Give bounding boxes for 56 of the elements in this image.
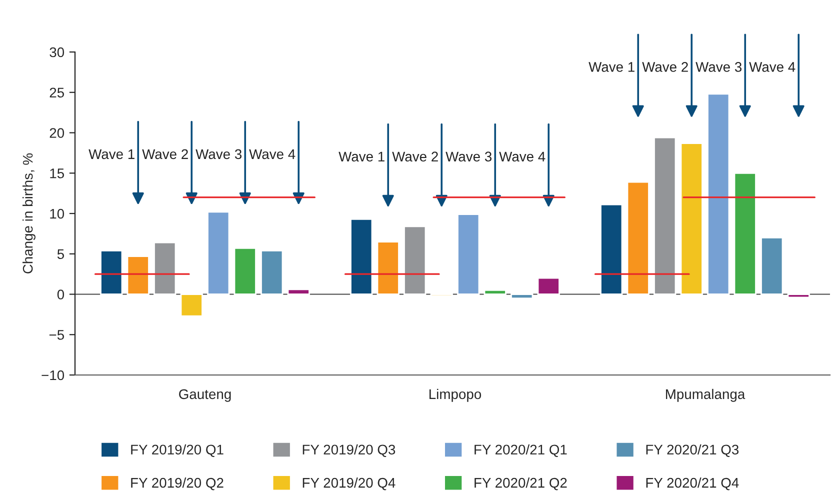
bar bbox=[287, 288, 310, 295]
bar bbox=[626, 181, 650, 295]
bar bbox=[760, 237, 784, 295]
legend-label: FY 2019/20 Q3 bbox=[302, 444, 396, 458]
y-axis-title: Change in births, % bbox=[22, 153, 36, 274]
bar bbox=[707, 93, 730, 295]
bar bbox=[350, 218, 373, 295]
annotation: Wave 2 bbox=[642, 62, 688, 72]
legend-label: FY 2019/20 Q4 bbox=[302, 478, 396, 490]
x-tick-label: Gauteng bbox=[179, 389, 231, 402]
y-tick-label: 20 bbox=[50, 128, 64, 138]
legend-label: FY 2019/20 Q1 bbox=[131, 444, 224, 458]
y-tick-label: 5 bbox=[57, 249, 64, 260]
y-tick-label: −5 bbox=[49, 330, 64, 340]
bar bbox=[404, 226, 426, 295]
legend-label: FY 2020/21 Q2 bbox=[474, 478, 567, 490]
bar bbox=[654, 136, 676, 295]
bar bbox=[734, 172, 756, 295]
y-tick-label: 30 bbox=[50, 47, 64, 58]
bar bbox=[376, 241, 400, 295]
annotation: Wave 2 bbox=[142, 149, 188, 160]
annotation: Wave 4 bbox=[249, 149, 296, 160]
annotation: Wave 3 bbox=[696, 62, 742, 72]
bar bbox=[484, 290, 506, 295]
bar bbox=[600, 204, 623, 295]
y-tick-label: 0 bbox=[57, 290, 64, 300]
bar bbox=[234, 248, 256, 295]
bar bbox=[680, 142, 703, 295]
bar bbox=[510, 294, 534, 299]
legend-label: FY 2020/21 Q3 bbox=[646, 444, 739, 458]
annotation: Wave 2 bbox=[392, 152, 438, 162]
y-tick-label: 25 bbox=[50, 88, 64, 98]
annotation: Wave 4 bbox=[499, 152, 546, 162]
bar bbox=[154, 242, 176, 295]
bar bbox=[207, 211, 230, 295]
bar bbox=[787, 294, 810, 298]
annotation: Wave 1 bbox=[338, 152, 384, 162]
y-tick-label: −10 bbox=[42, 370, 64, 380]
legend-label: FY 2020/21 Q4 bbox=[646, 478, 739, 490]
annotation: Wave 1 bbox=[588, 62, 634, 72]
bar bbox=[457, 214, 480, 295]
annotation: Wave 3 bbox=[446, 152, 492, 162]
x-tick-label: Mpumalanga bbox=[666, 388, 746, 402]
annotation: Wave 4 bbox=[749, 62, 796, 72]
legend-label: FY 2020/21 Q1 bbox=[474, 444, 567, 458]
legend-label: FY 2019/20 Q2 bbox=[131, 478, 224, 490]
x-tick-label: Limpopo bbox=[430, 388, 482, 402]
bar bbox=[126, 256, 150, 295]
bar bbox=[180, 294, 203, 317]
annotation: Wave 1 bbox=[88, 149, 134, 160]
bar bbox=[100, 250, 123, 295]
annotation: Wave 3 bbox=[196, 149, 242, 160]
y-tick-label: 15 bbox=[50, 168, 64, 178]
bar bbox=[537, 277, 560, 295]
bar bbox=[260, 250, 284, 295]
y-tick-label: 10 bbox=[50, 208, 64, 219]
